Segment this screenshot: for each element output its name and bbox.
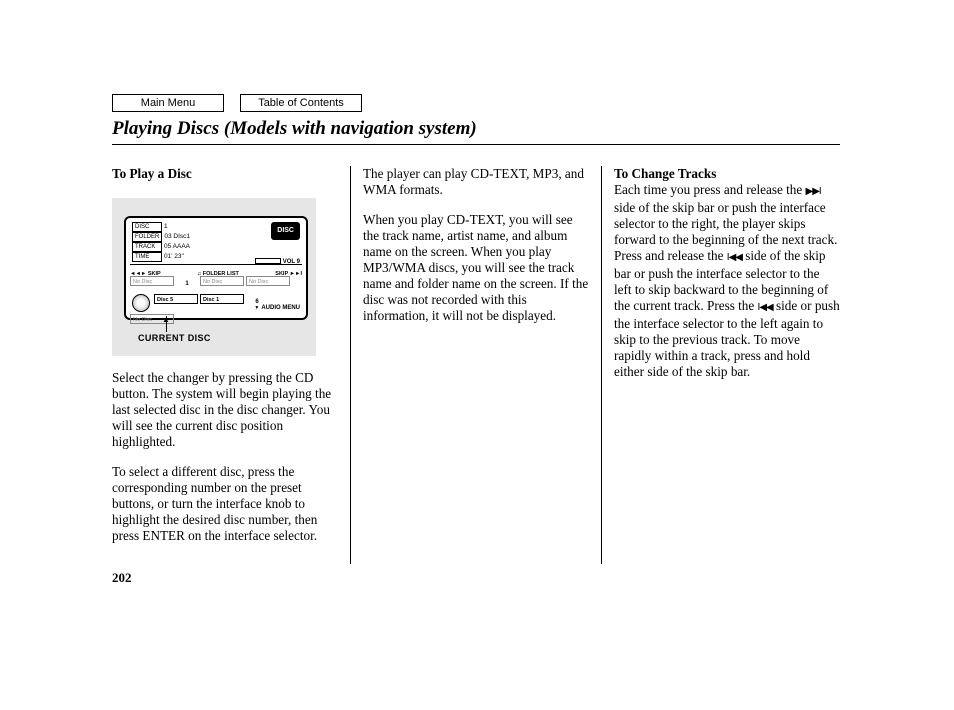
disc-mode-badge: DISC xyxy=(271,222,300,240)
col1-subhead: To Play a Disc xyxy=(112,166,338,182)
slot-1: No Disc xyxy=(130,276,174,286)
skip-forward-icon: ▶▶I xyxy=(806,186,821,197)
val-time: 01' 23" xyxy=(164,253,184,260)
col2-para-2: When you play CD-TEXT, you will see the … xyxy=(363,212,589,324)
val-disc: 1 xyxy=(164,223,168,230)
col1-para-1: Select the changer by pressing the CD bu… xyxy=(112,370,338,450)
col1-para-2: To select a different disc, press the co… xyxy=(112,464,338,544)
tag-folder: FOLDER xyxy=(132,232,162,242)
col3-para: Each time you press and release the ▶▶I … xyxy=(614,182,840,380)
display-screen: DISC DISC1 FOLDER03 DIsc1 TRACK05 AAAA T… xyxy=(124,216,308,320)
slot-2: No Disc xyxy=(246,276,290,286)
col3-text-a: Each time you press and release the xyxy=(614,182,802,197)
column-3: To Change Tracks Each time you press and… xyxy=(614,166,840,580)
col2-para-1: The player can play CD-TEXT, MP3, and WM… xyxy=(363,166,589,198)
info-rows: DISC1 FOLDER03 DIsc1 TRACK05 AAAA TIME01… xyxy=(132,222,190,262)
table-of-contents-button[interactable]: Table of Contents xyxy=(240,94,362,112)
column-separator-1 xyxy=(350,166,351,564)
slot-num-1: 1 xyxy=(185,276,188,292)
tag-time: TIME xyxy=(132,252,162,262)
manual-page: Main Menu Table of Contents Playing Disc… xyxy=(0,0,954,710)
column-separator-2 xyxy=(601,166,602,564)
tag-track: TRACK xyxy=(132,242,162,252)
figure-caption: CURRENT DISC xyxy=(138,330,211,346)
section-title: Playing Discs (Models with navigation sy… xyxy=(112,118,477,140)
interface-knob-icon xyxy=(132,294,150,312)
col3-subhead: To Change Tracks xyxy=(614,166,840,182)
skip-back-icon-2: I◀◀ xyxy=(758,302,773,313)
val-track: 05 AAAA xyxy=(164,243,190,250)
title-rule xyxy=(112,144,840,145)
column-1: To Play a Disc DISC DISC1 FOLDER03 DIsc1… xyxy=(112,166,338,580)
display-figure: DISC DISC1 FOLDER03 DIsc1 TRACK05 AAAA T… xyxy=(112,198,316,356)
slot-5: Disc 5 xyxy=(154,294,198,304)
column-2: The player can play CD-TEXT, MP3, and WM… xyxy=(363,166,589,580)
val-folder: 03 DIsc1 xyxy=(164,233,190,240)
page-number: 202 xyxy=(112,570,132,586)
audio-menu-label: AUDIO MENU xyxy=(254,300,300,316)
mid-divider xyxy=(130,264,302,265)
main-menu-button[interactable]: Main Menu xyxy=(112,94,224,112)
slot-4: No Disc xyxy=(200,276,244,286)
content-columns: To Play a Disc DISC DISC1 FOLDER03 DIsc1… xyxy=(112,166,840,580)
top-nav: Main Menu Table of Contents xyxy=(112,94,362,112)
skip-back-icon-1: I◀◀ xyxy=(727,252,742,263)
tag-disc: DISC xyxy=(132,222,162,232)
slot-3: Disc 1 xyxy=(200,294,244,304)
